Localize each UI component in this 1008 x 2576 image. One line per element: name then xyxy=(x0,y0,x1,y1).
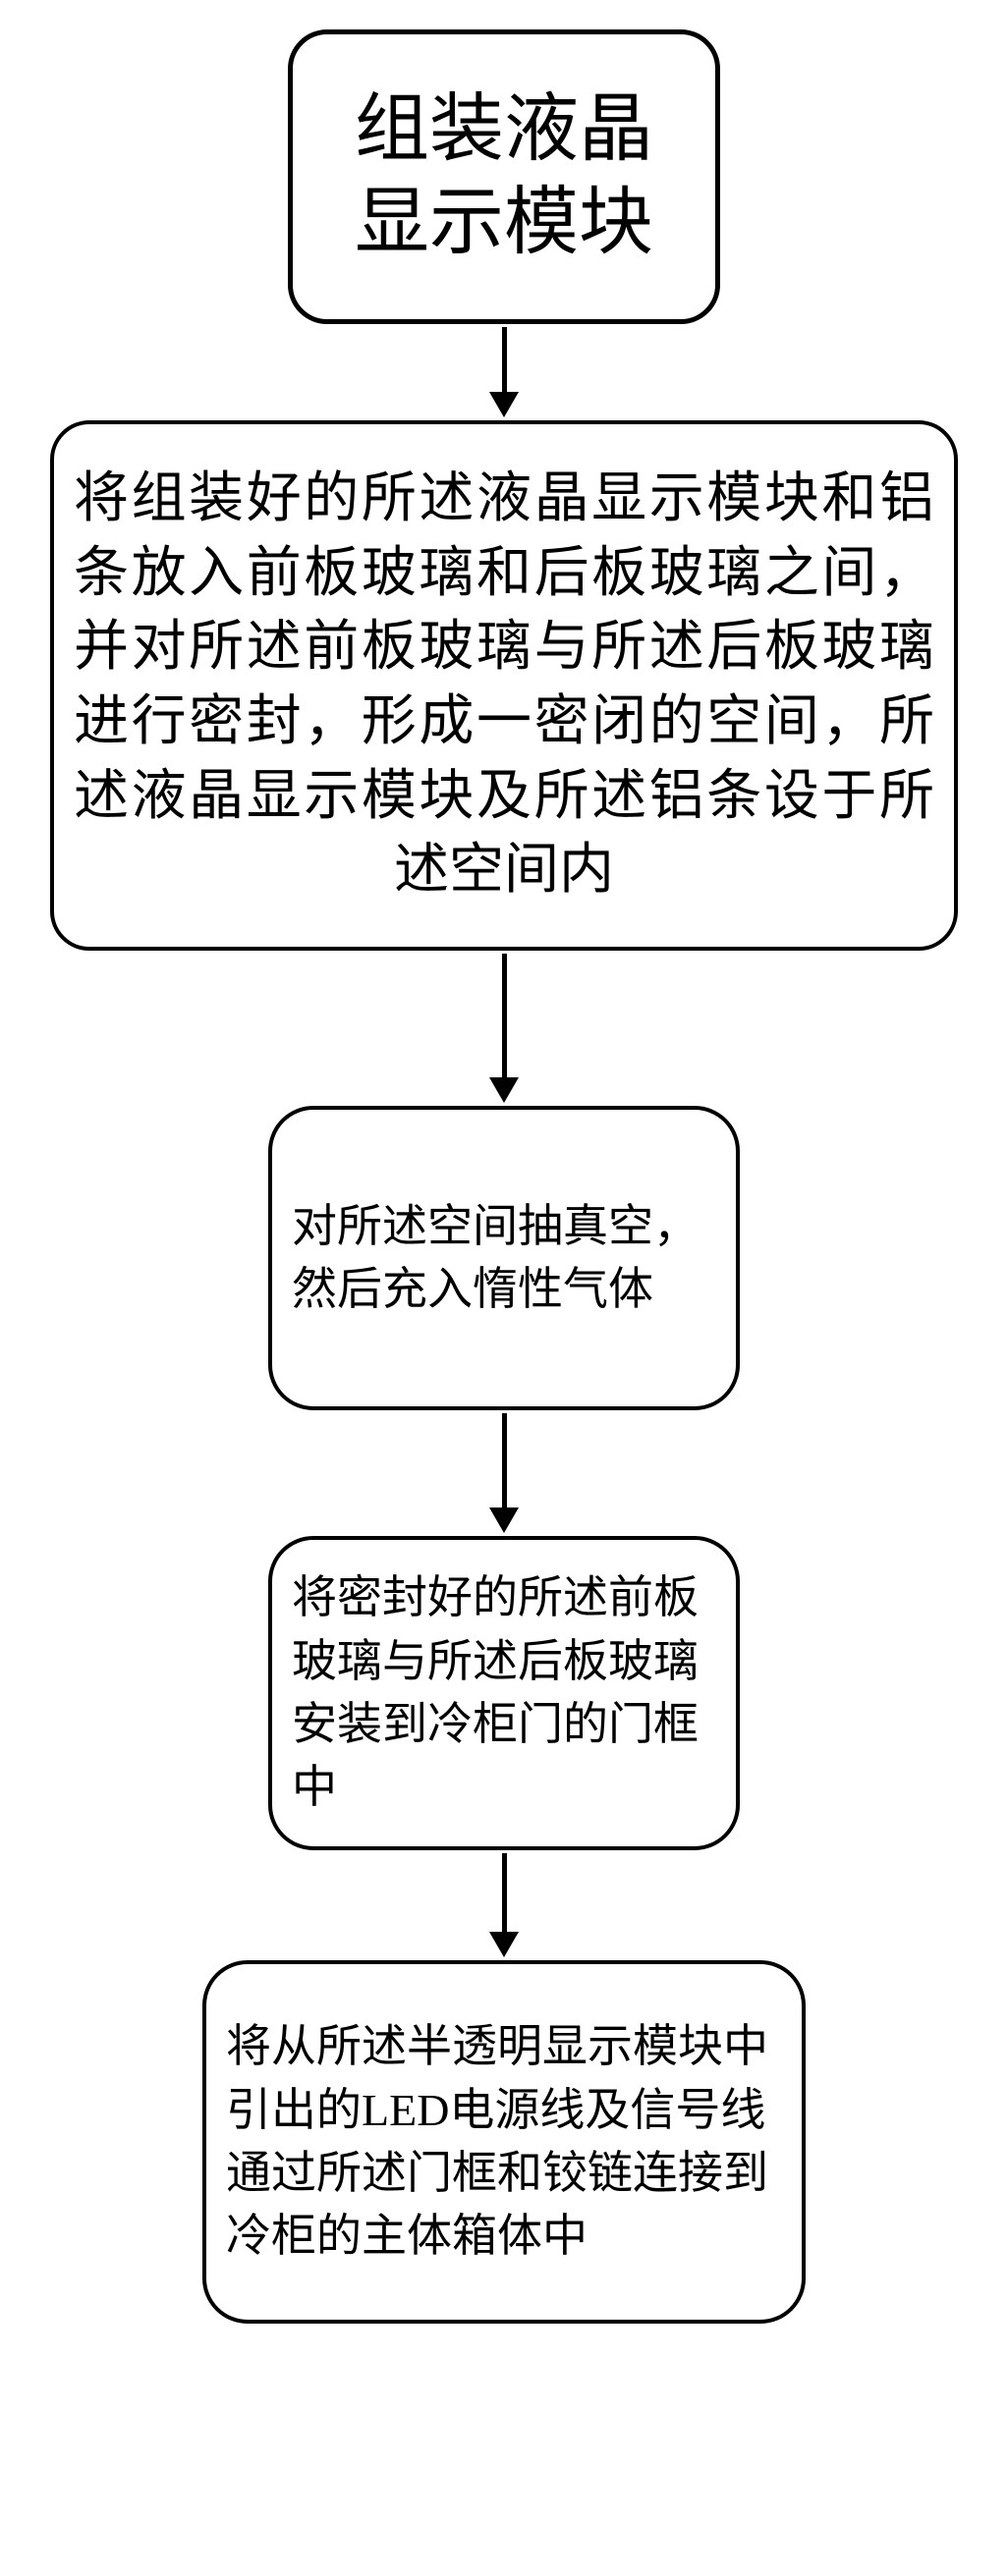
flow-arrow xyxy=(489,954,519,1103)
flow-arrow xyxy=(489,1413,519,1533)
arrow-head-icon xyxy=(489,392,519,417)
flow-node-text: 对所述空间抽真空，然后充入惰性气体 xyxy=(272,1195,736,1322)
flow-node-text: 将密封好的所述前板玻璃与所述后板玻璃安装到冷柜门的门框中 xyxy=(272,1566,736,1820)
arrow-shaft xyxy=(502,954,507,1077)
arrow-head-icon xyxy=(489,1077,519,1103)
flow-node-assemble-lcd: 组装液晶 显示模块 xyxy=(288,29,720,324)
flow-node-text: 将组装好的所述液晶显示模块和铝条放入前板玻璃和后板玻璃之间，并对所述前板玻璃与所… xyxy=(54,463,954,908)
flow-node-text: 组装液晶 显示模块 xyxy=(293,83,715,270)
arrow-shaft xyxy=(502,1413,507,1507)
arrow-shaft xyxy=(502,327,507,392)
flow-node-text: 将从所述半透明显示模块中引出的LED电源线及信号线通过所述门框和铰链连接到冷柜的… xyxy=(206,2015,802,2269)
flow-arrow xyxy=(489,1853,519,1957)
flow-node-install-doorframe: 将密封好的所述前板玻璃与所述后板玻璃安装到冷柜门的门框中 xyxy=(268,1536,740,1850)
flow-arrow xyxy=(489,327,519,417)
flow-node-seal-glass: 将组装好的所述液晶显示模块和铝条放入前板玻璃和后板玻璃之间，并对所述前板玻璃与所… xyxy=(50,420,958,951)
arrow-head-icon xyxy=(489,1932,519,1957)
flowchart-container: 组装液晶 显示模块 将组装好的所述液晶显示模块和铝条放入前板玻璃和后板玻璃之间，… xyxy=(0,0,1008,2373)
flow-node-vacuum-gas: 对所述空间抽真空，然后充入惰性气体 xyxy=(268,1106,740,1410)
arrow-head-icon xyxy=(489,1507,519,1533)
flow-node-connect-wiring: 将从所述半透明显示模块中引出的LED电源线及信号线通过所述门框和铰链连接到冷柜的… xyxy=(202,1960,806,2324)
arrow-shaft xyxy=(502,1853,507,1932)
